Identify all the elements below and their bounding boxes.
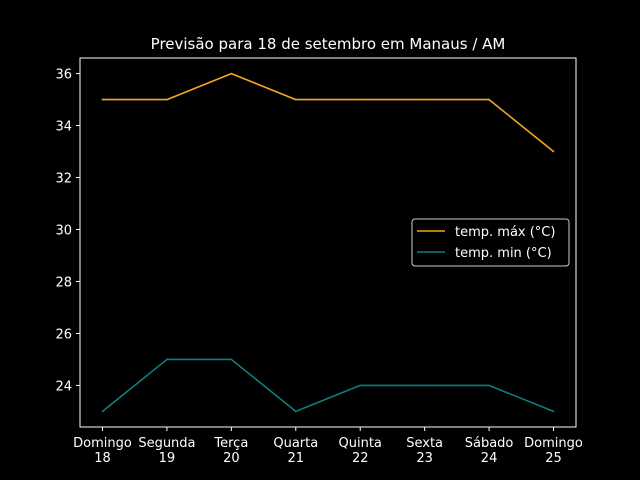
x-tick-day: Quinta — [339, 436, 382, 451]
data-point — [101, 98, 104, 101]
x-tick-day: Quarta — [273, 436, 318, 451]
x-tick-date: 23 — [416, 451, 433, 466]
y-tick-label: 24 — [55, 379, 72, 394]
legend-box — [411, 218, 570, 267]
series-line-min — [101, 358, 554, 413]
x-tick-date: 20 — [223, 451, 240, 466]
x-tick-label: Quarta 21 — [273, 436, 318, 466]
x-tick-date: 19 — [159, 451, 176, 466]
x-tick-day: Sexta — [406, 436, 443, 451]
data-point — [230, 72, 233, 75]
data-point — [294, 410, 297, 413]
data-point — [166, 358, 168, 361]
x-tick-date: 18 — [94, 451, 111, 466]
y-tick-label: 32 — [55, 172, 72, 187]
data-point — [359, 98, 362, 101]
x-tick-label: Terça 20 — [213, 436, 248, 466]
y-tick-label: 34 — [55, 120, 72, 135]
data-point — [423, 384, 426, 387]
legend-label: temp. min (°C) — [455, 246, 552, 261]
x-tick-day: Domingo — [73, 436, 132, 451]
data-point — [552, 410, 555, 413]
x-tick-day: Sábado — [465, 436, 514, 451]
y-tick-label: 36 — [55, 68, 72, 83]
x-tick-day: Segunda — [138, 436, 195, 451]
y-tick-label: 28 — [55, 275, 72, 290]
chart-title: Previsão para 18 de setembro em Manaus /… — [151, 35, 506, 53]
data-point — [488, 98, 490, 101]
y-tick-label: 26 — [55, 327, 72, 342]
data-point — [294, 98, 297, 101]
x-tick-label: Sábado 24 — [465, 436, 514, 466]
x-tick-day: Terça — [213, 436, 248, 451]
data-point — [488, 384, 490, 387]
x-tick-label: Quinta 22 — [339, 436, 382, 466]
x-tick-label: Domingo 18 — [73, 436, 132, 466]
data-point — [230, 358, 233, 361]
data-point — [359, 384, 362, 387]
x-tick-label: Segunda 19 — [138, 436, 195, 466]
x-tick-day: Domingo — [524, 436, 583, 451]
series-line-max — [102, 72, 555, 153]
x-tick-date: 25 — [545, 451, 562, 466]
x-tick-date: 24 — [481, 451, 498, 466]
data-point — [423, 98, 426, 101]
x-tick-date: 21 — [288, 451, 305, 466]
axes-frame — [79, 57, 577, 428]
x-tick-label: Domingo 25 — [524, 436, 583, 466]
data-point — [101, 410, 104, 413]
data-point — [552, 150, 555, 153]
data-point — [166, 98, 168, 101]
legend-label: temp. máx (°C) — [455, 225, 555, 240]
y-tick-label: 30 — [55, 224, 72, 239]
x-tick-label: Sexta 23 — [406, 436, 443, 466]
x-tick-date: 22 — [352, 451, 369, 466]
